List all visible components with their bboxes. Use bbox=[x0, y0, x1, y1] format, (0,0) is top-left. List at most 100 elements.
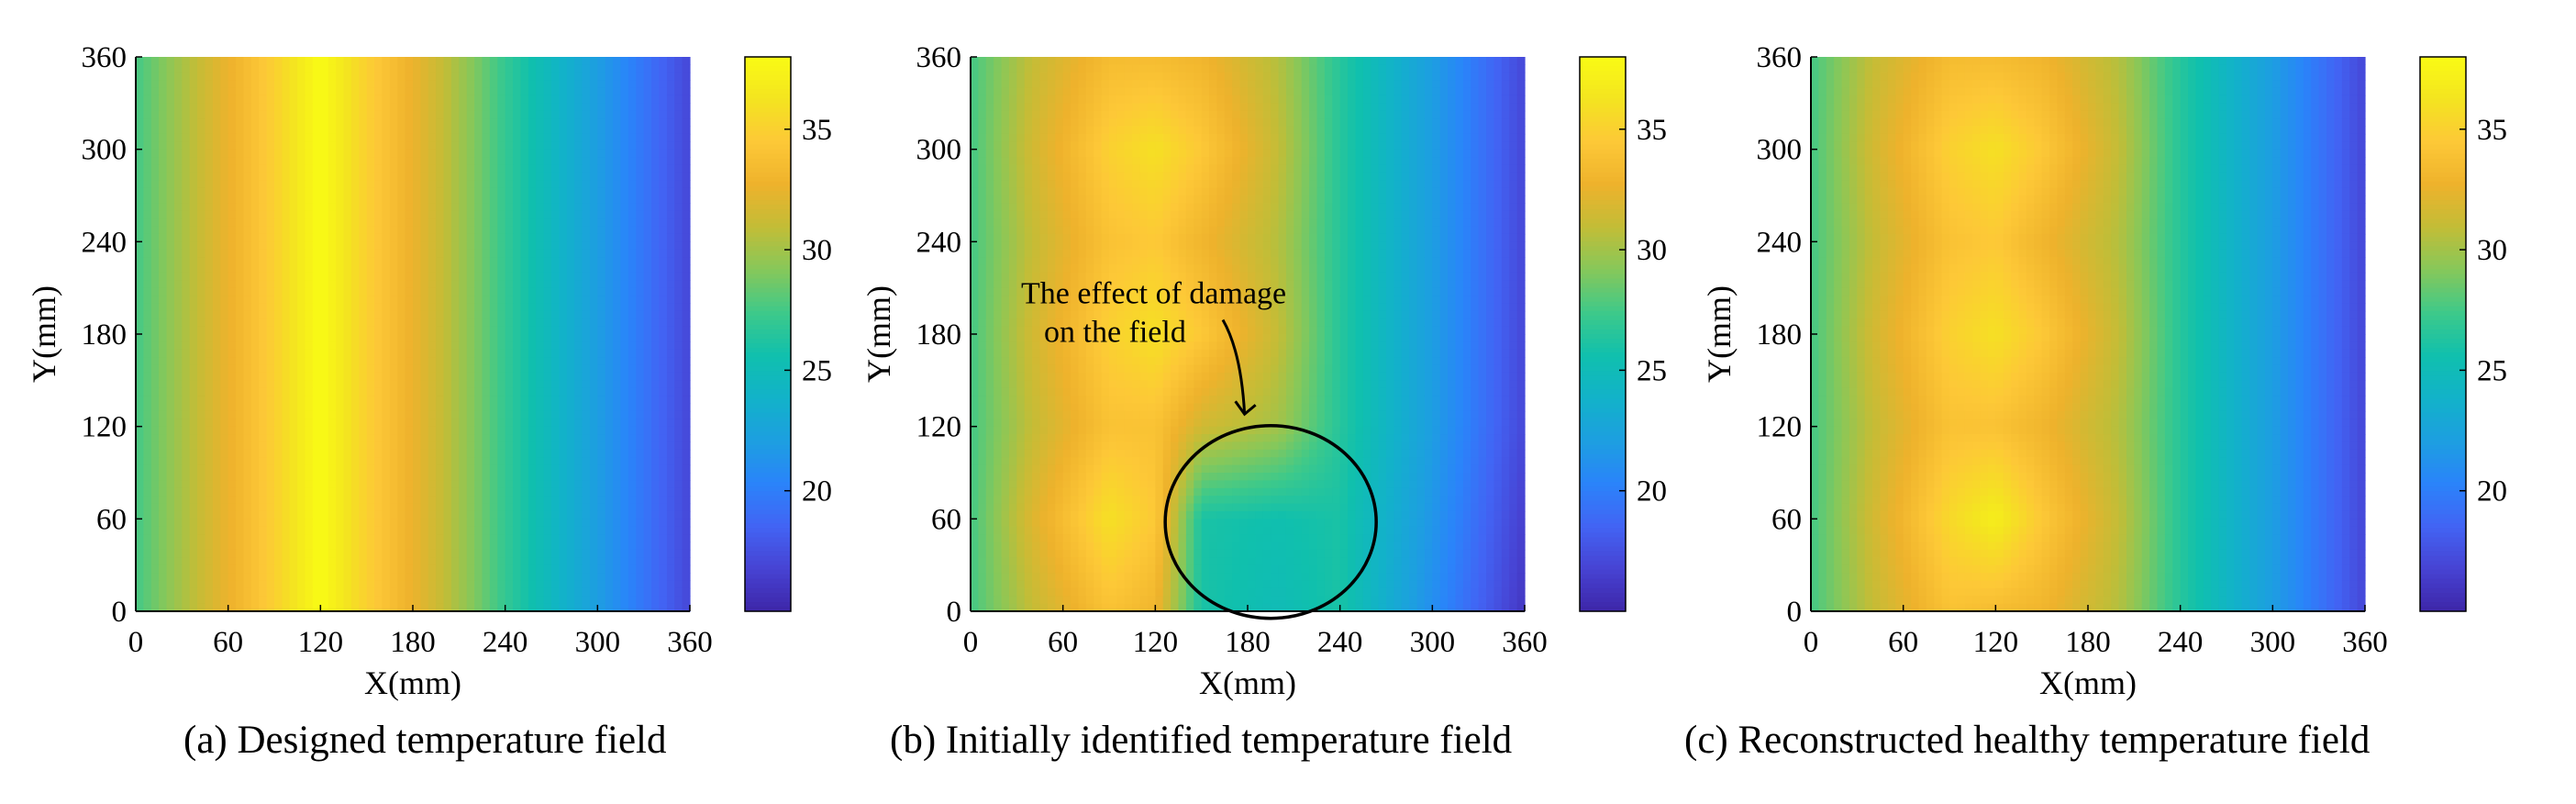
heatmap-cell bbox=[274, 449, 283, 458]
heatmap-cell bbox=[527, 549, 537, 558]
heatmap-cell bbox=[305, 233, 314, 242]
heatmap-cell bbox=[474, 510, 483, 519]
heatmap-cell bbox=[405, 573, 414, 582]
heatmap-cell bbox=[266, 141, 275, 151]
heatmap-cell bbox=[489, 141, 498, 151]
heatmap-cell bbox=[366, 218, 375, 228]
heatmap-cell bbox=[613, 296, 622, 305]
heatmap-cell bbox=[559, 449, 568, 458]
heatmap-cell bbox=[220, 303, 229, 312]
heatmap-cell bbox=[366, 126, 375, 135]
heatmap-cell bbox=[274, 542, 283, 551]
heatmap-cell bbox=[359, 164, 368, 173]
heatmap-cell bbox=[643, 519, 652, 528]
heatmap-cell bbox=[674, 487, 683, 497]
heatmap-cell bbox=[150, 80, 160, 89]
heatmap-cell bbox=[613, 72, 622, 81]
heatmap-cell bbox=[482, 380, 491, 389]
heatmap-cell bbox=[212, 126, 221, 135]
heatmap-cell bbox=[382, 103, 391, 112]
heatmap-cell bbox=[420, 118, 429, 128]
heatmap-cell bbox=[443, 519, 452, 528]
heatmap-cell bbox=[482, 257, 491, 266]
heatmap-cell bbox=[482, 457, 491, 466]
heatmap-cell bbox=[682, 72, 691, 81]
heatmap-cell bbox=[513, 141, 522, 151]
heatmap-cell bbox=[336, 296, 345, 305]
heatmap-cell bbox=[250, 310, 260, 319]
heatmap-cell bbox=[397, 249, 406, 258]
heatmap-cell bbox=[466, 534, 475, 543]
heatmap-cell bbox=[312, 133, 321, 142]
heatmap-cell bbox=[136, 241, 144, 251]
heatmap-cell bbox=[320, 64, 329, 73]
heatmap-cell bbox=[682, 296, 691, 305]
heatmap-cell bbox=[682, 380, 691, 389]
heatmap-cell bbox=[674, 580, 683, 589]
heatmap-cell bbox=[366, 118, 375, 128]
heatmap-cell bbox=[450, 187, 460, 196]
heatmap-cell bbox=[605, 349, 614, 358]
heatmap-cell bbox=[212, 464, 221, 474]
heatmap-cell bbox=[613, 226, 622, 235]
heatmap-cell bbox=[328, 72, 337, 81]
heatmap-cell bbox=[382, 226, 391, 235]
heatmap-cell bbox=[312, 457, 321, 466]
heatmap-cell bbox=[236, 434, 245, 443]
heatmap-cell bbox=[505, 318, 514, 328]
heatmap-cell bbox=[551, 434, 560, 443]
heatmap-cell bbox=[651, 549, 661, 558]
heatmap-cell bbox=[566, 403, 575, 412]
heatmap-cell bbox=[374, 364, 383, 374]
heatmap-cell bbox=[228, 441, 237, 451]
heatmap-cell bbox=[305, 280, 314, 289]
heatmap-cell bbox=[651, 149, 661, 158]
heatmap-cell bbox=[336, 157, 345, 166]
heatmap-cell bbox=[505, 364, 514, 374]
heatmap-cell bbox=[320, 349, 329, 358]
heatmap-cell bbox=[559, 357, 568, 366]
heatmap-cell bbox=[543, 233, 552, 242]
heatmap-cell bbox=[243, 519, 252, 528]
heatmap-cell bbox=[366, 264, 375, 274]
heatmap-cell bbox=[582, 195, 591, 204]
heatmap-cell bbox=[466, 80, 475, 89]
heatmap-cell bbox=[297, 310, 306, 319]
heatmap-cell bbox=[297, 180, 306, 189]
heatmap-cell bbox=[259, 426, 268, 435]
heatmap-cell bbox=[505, 187, 514, 196]
heatmap-cell bbox=[450, 357, 460, 366]
heatmap-cell bbox=[220, 587, 229, 597]
heatmap-cell bbox=[405, 218, 414, 228]
heatmap-cell bbox=[505, 380, 514, 389]
heatmap-cell bbox=[259, 296, 268, 305]
heatmap-cell bbox=[159, 364, 168, 374]
heatmap-cell bbox=[282, 519, 291, 528]
heatmap-cell bbox=[397, 449, 406, 458]
heatmap-cell bbox=[405, 180, 414, 189]
heatmap-cell bbox=[682, 141, 691, 151]
heatmap-cell bbox=[497, 87, 506, 96]
heatmap-cell bbox=[336, 387, 345, 396]
heatmap-cell bbox=[513, 580, 522, 589]
heatmap-cell bbox=[228, 187, 237, 196]
heatmap-cell bbox=[643, 364, 652, 374]
heatmap-cell bbox=[443, 287, 452, 296]
heatmap-cell bbox=[336, 349, 345, 358]
heatmap-cell bbox=[459, 473, 468, 481]
heatmap-cell bbox=[312, 487, 321, 497]
heatmap-cell bbox=[173, 380, 183, 389]
heatmap-cell bbox=[450, 149, 460, 158]
heatmap-cell bbox=[659, 419, 668, 428]
heatmap-cell bbox=[173, 372, 183, 381]
heatmap-cell bbox=[328, 573, 337, 582]
heatmap-cell bbox=[520, 480, 529, 489]
heatmap-cell bbox=[182, 564, 191, 574]
heatmap-cell bbox=[420, 257, 429, 266]
heatmap-cell bbox=[589, 87, 598, 96]
heatmap-cell bbox=[374, 226, 383, 235]
heatmap-cell bbox=[389, 241, 398, 251]
heatmap-cell bbox=[182, 573, 191, 582]
heatmap-cell bbox=[505, 149, 514, 158]
heatmap-cell bbox=[382, 218, 391, 228]
